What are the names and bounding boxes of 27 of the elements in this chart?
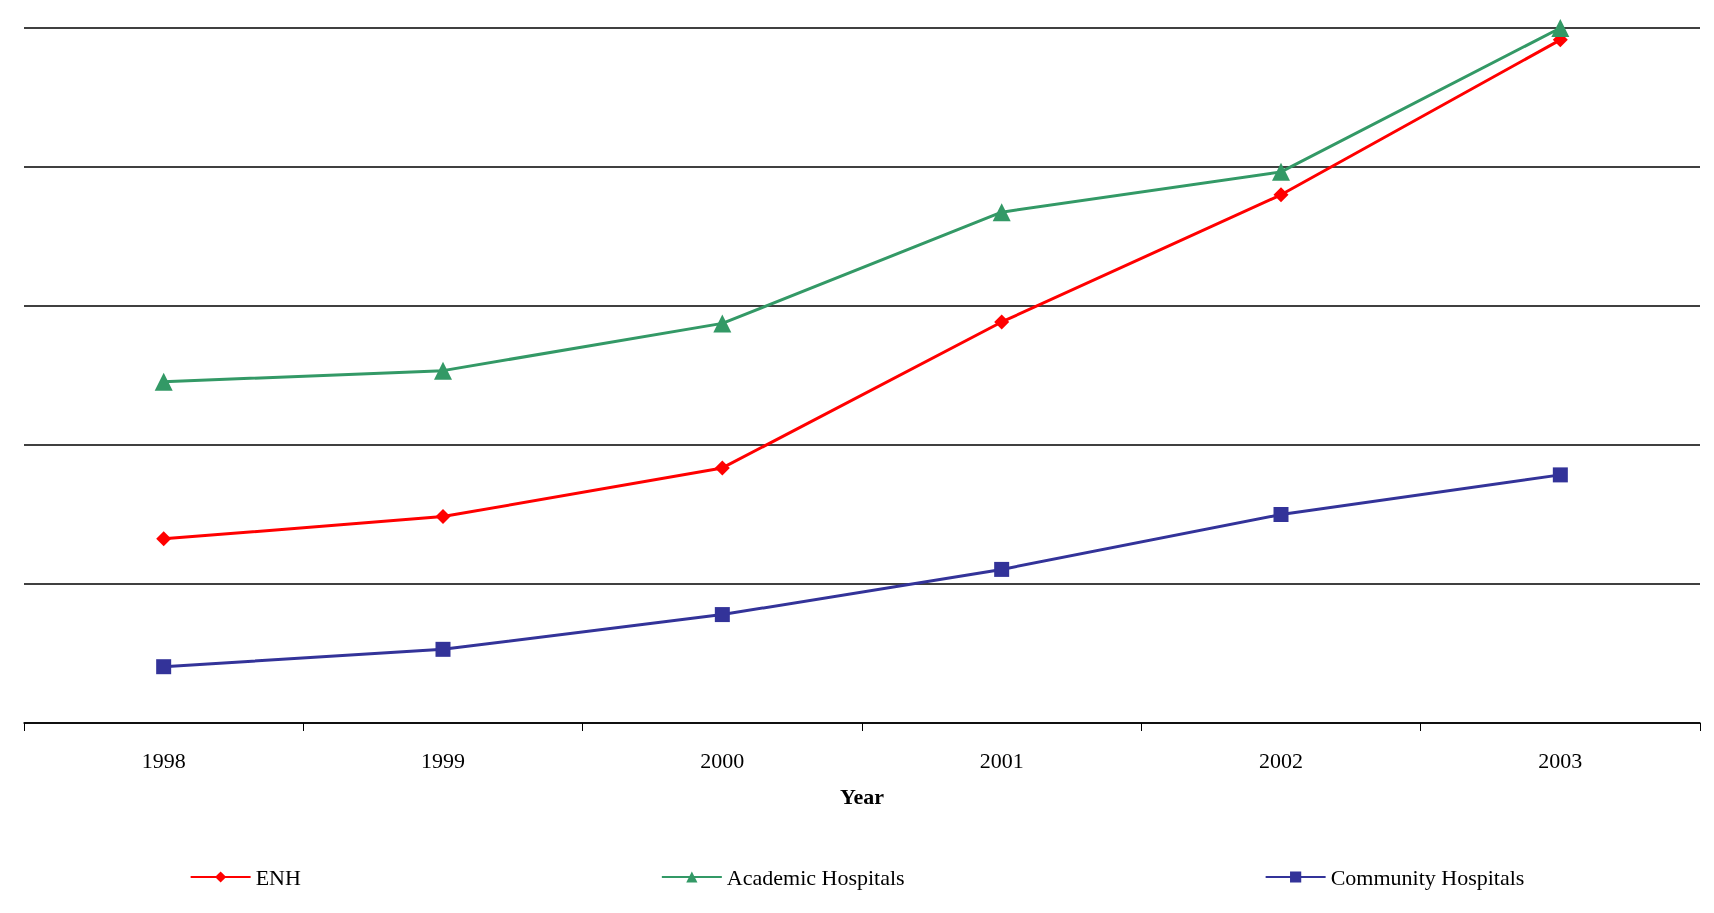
- point: [156, 531, 172, 547]
- point: [1272, 162, 1290, 181]
- x-tick-label: 2003: [1538, 747, 1583, 773]
- x-tick-label: 2001: [979, 747, 1024, 773]
- point: [156, 659, 172, 675]
- legend-label: Community Hospitals: [1330, 864, 1525, 890]
- x-tick-label: 2002: [1259, 747, 1303, 773]
- x-tick-label: 1999: [421, 747, 465, 773]
- point: [1273, 507, 1289, 522]
- point: [435, 641, 451, 657]
- point: [434, 361, 452, 380]
- point: [994, 314, 1010, 330]
- point: [1273, 187, 1289, 203]
- point: [713, 314, 732, 333]
- point: [994, 561, 1010, 577]
- legend-label: ENH: [255, 864, 301, 890]
- point: [714, 460, 730, 476]
- point: [154, 372, 173, 391]
- legend-label: Academic Hospitals: [726, 864, 905, 890]
- x-tick-label: 2000: [700, 747, 745, 773]
- point: [992, 203, 1011, 222]
- x-axis-title: Year: [840, 783, 885, 809]
- point: [435, 509, 451, 525]
- point: [1551, 19, 1570, 37]
- x-tick-label: 1998: [141, 747, 186, 773]
- point: [714, 607, 730, 623]
- point: [1552, 467, 1568, 483]
